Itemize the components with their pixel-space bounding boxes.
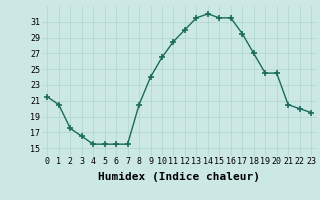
X-axis label: Humidex (Indice chaleur): Humidex (Indice chaleur) — [98, 172, 260, 182]
